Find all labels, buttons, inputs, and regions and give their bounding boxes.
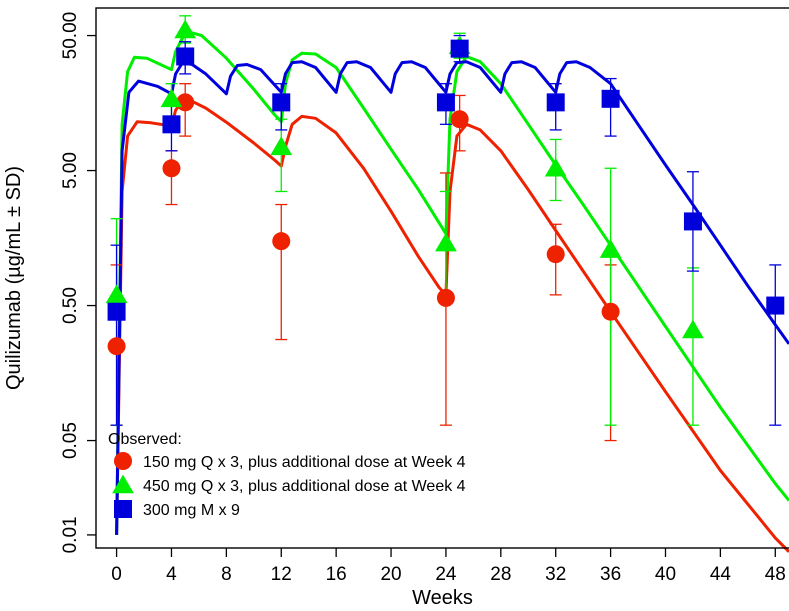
x-tick-label: 40 [655,564,676,585]
observed-circle-marker [601,302,620,321]
observed-triangle-marker [174,19,197,39]
observed-triangle-marker [105,284,128,304]
observed-circle-marker [162,159,181,178]
error-bar [769,264,782,426]
observed-square-marker [601,89,620,108]
observed-circle-marker [546,245,565,264]
observed-circle-marker [450,110,469,129]
y-tick-label: 5.00 [60,152,81,189]
x-tick-label: 28 [490,564,511,585]
y-tick-label: 0.01 [60,516,81,553]
x-tick-label: 32 [545,564,566,585]
y-axis-title: Quilizumab (µg/mL ± SD) [3,166,25,390]
legend-entry-label: 150 mg Q x 3, plus additional dose at We… [143,454,466,471]
legend: Observed: 150 mg Q x 3, plus additional … [108,431,466,519]
observed-triangle-marker [435,232,457,252]
observed-triangle-marker [544,157,567,177]
legend-entry: 300 mg M x 9 [114,500,240,519]
legend-triangle-marker [112,474,134,494]
error-bar [275,203,288,341]
error-bar [686,267,699,426]
legend-circle-marker [114,452,132,470]
observed-square-marker [107,302,126,321]
legend-entry-label: 300 mg M x 9 [143,502,240,519]
observed-triangle-marker [599,239,622,258]
observed-triangle-marker [270,136,293,156]
x-tick-label: 36 [600,564,621,585]
x-tick-label: 12 [271,564,292,585]
observed-triangle-marker [682,319,704,339]
x-tick-label: 48 [765,564,786,585]
observed-triangle-marker [160,88,183,108]
model-curve-2 [115,60,789,535]
observed-circle-marker [436,288,455,307]
legend-entry: 450 mg Q x 3, plus additional dose at We… [112,474,466,495]
y-tick-label: 0.05 [60,422,81,459]
legend-title: Observed: [108,431,182,448]
observed-circle-marker [107,337,126,356]
x-axis-title: Weeks [412,587,473,609]
legend-entry: 150 mg Q x 3, plus additional dose at We… [114,452,466,471]
observed-circle-marker [272,232,291,251]
x-tick-label: 20 [380,564,401,585]
x-tick-label: 4 [166,564,177,585]
observed-square-marker [546,93,565,112]
error-bar [165,150,178,206]
observed-square-marker [176,47,195,66]
x-tick-label: 0 [111,564,122,585]
observed-square-marker [450,39,469,58]
x-tick-label: 8 [221,564,232,585]
observed-square-marker [272,93,291,112]
legend-square-marker [114,500,132,518]
legend-entry-label: 450 mg Q x 3, plus additional dose at We… [143,478,466,495]
y-axis: 0.01 0.05 0.50 5.00 50.00 [60,12,96,553]
observed-square-marker [436,93,455,112]
x-tick-label: 24 [435,564,457,585]
error-bars [110,15,782,442]
y-tick-label: 0.50 [60,287,81,324]
x-axis: 0 4 8 12 16 20 24 28 32 36 40 44 48 [111,548,786,585]
y-tick-label: 50.00 [60,12,81,60]
observed-markers [105,19,785,356]
observed-square-marker [162,115,181,134]
error-bar [110,244,123,426]
x-tick-label: 44 [710,564,732,585]
error-bar [604,167,617,426]
plot-frame [95,7,789,549]
x-tick-label: 16 [326,564,347,585]
observed-square-marker [683,212,702,231]
observed-square-marker [766,296,785,315]
